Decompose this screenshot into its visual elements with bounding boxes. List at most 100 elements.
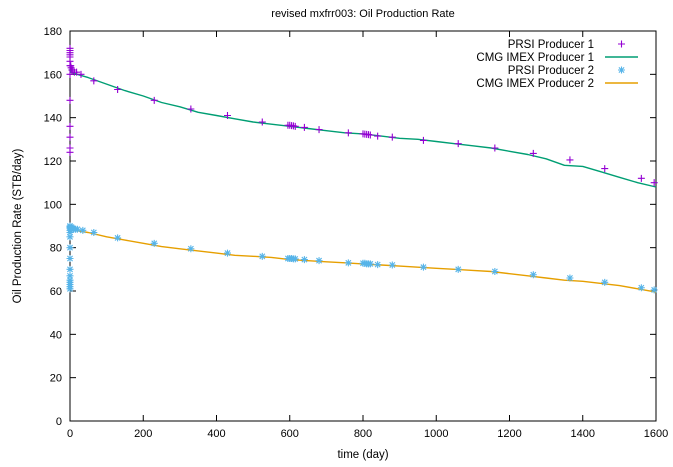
data-point <box>374 261 382 269</box>
series-layer <box>66 44 658 294</box>
data-point <box>79 226 87 234</box>
data-point <box>344 129 352 137</box>
data-point <box>491 144 499 152</box>
legend-entry: PRSI Producer 2 <box>508 65 625 77</box>
data-point <box>374 132 382 140</box>
data-point <box>529 271 537 279</box>
data-point <box>66 272 74 280</box>
x-axis-title: time (day) <box>337 449 388 461</box>
data-point <box>419 263 427 271</box>
x-tick-label: 1600 <box>644 428 668 440</box>
data-point <box>258 252 266 260</box>
legend-entry: CMG IMEX Producer 2 <box>476 78 638 90</box>
data-point <box>366 131 374 139</box>
data-point <box>66 255 74 262</box>
data-point <box>114 234 122 242</box>
y-tick-label: 180 <box>44 26 62 38</box>
data-point <box>566 156 574 164</box>
data-point <box>300 256 308 264</box>
x-tick-label: 600 <box>281 428 299 440</box>
x-tick-label: 1200 <box>497 428 521 440</box>
legend-entry: PRSI Producer 1 <box>508 39 625 51</box>
data-point <box>187 245 195 253</box>
series-line <box>69 227 657 293</box>
x-axis: 0 200 400 600 800 1000 1200 1400 1600 <box>67 31 668 440</box>
legend-label: PRSI Producer 2 <box>508 65 594 77</box>
series-cmg-imex-producer-1 <box>69 65 657 188</box>
data-point <box>529 149 537 157</box>
data-point <box>491 268 499 275</box>
data-point <box>388 261 396 269</box>
data-point <box>114 86 122 93</box>
legend-entry: CMG IMEX Producer 1 <box>476 52 638 64</box>
data-point <box>637 174 645 182</box>
y-tick-label: 60 <box>50 286 62 298</box>
legend-swatch-marker <box>618 40 625 48</box>
data-point <box>258 118 266 126</box>
y-tick-label: 140 <box>44 113 62 125</box>
x-tick-label: 1000 <box>424 428 448 440</box>
series-prsi-producer-1 <box>66 44 658 187</box>
data-point <box>66 70 74 78</box>
data-point <box>601 165 609 173</box>
data-point <box>66 244 74 252</box>
y-tick-label: 100 <box>44 199 62 211</box>
y-tick-label: 120 <box>44 156 62 168</box>
chart-title: revised mxfrr003: Oil Production Rate <box>271 8 454 20</box>
x-tick-label: 0 <box>67 428 73 440</box>
data-point <box>150 96 158 104</box>
data-point <box>66 44 74 52</box>
x-tick-label: 200 <box>134 428 152 440</box>
legend-label: CMG IMEX Producer 2 <box>476 78 594 90</box>
data-point <box>73 68 81 76</box>
series-cmg-imex-producer-2 <box>69 227 657 293</box>
series-prsi-producer-2 <box>66 222 658 294</box>
data-point <box>650 179 658 187</box>
data-point <box>66 144 74 152</box>
data-point <box>77 70 85 78</box>
data-point <box>454 140 462 148</box>
data-point <box>388 133 396 141</box>
data-point <box>419 136 427 144</box>
data-point <box>300 123 308 131</box>
data-point <box>223 249 231 257</box>
data-point <box>361 259 369 267</box>
legend-swatch-marker <box>618 66 625 74</box>
data-point <box>315 257 323 265</box>
data-point <box>291 255 299 263</box>
data-point <box>90 77 98 85</box>
data-point <box>66 276 74 284</box>
legend-label: PRSI Producer 1 <box>508 39 594 51</box>
data-point <box>454 265 462 273</box>
x-tick-label: 800 <box>354 428 372 440</box>
data-point <box>650 286 658 294</box>
y-axis: 0 20 40 60 80 100 120 140 160 180 <box>44 26 656 428</box>
data-point <box>637 284 645 292</box>
legend-label: CMG IMEX Producer 1 <box>476 52 594 64</box>
y-tick-label: 0 <box>56 416 62 428</box>
x-tick-label: 1400 <box>571 428 595 440</box>
data-point <box>344 259 352 267</box>
data-point <box>366 260 374 268</box>
data-point <box>223 112 231 119</box>
data-point <box>291 122 299 130</box>
data-point <box>66 122 74 130</box>
x-tick-label: 400 <box>207 428 225 440</box>
data-point <box>66 96 74 104</box>
data-point <box>66 133 74 141</box>
data-point <box>566 274 574 282</box>
y-tick-label: 20 <box>50 373 62 385</box>
y-tick-label: 80 <box>50 243 62 255</box>
data-point <box>90 229 98 236</box>
data-point <box>66 265 74 273</box>
data-point <box>66 233 74 241</box>
data-point <box>150 239 158 247</box>
series-line <box>69 65 657 188</box>
y-tick-label: 40 <box>50 329 62 341</box>
data-point <box>73 225 81 233</box>
y-tick-label: 160 <box>44 69 62 81</box>
data-point <box>601 278 609 286</box>
